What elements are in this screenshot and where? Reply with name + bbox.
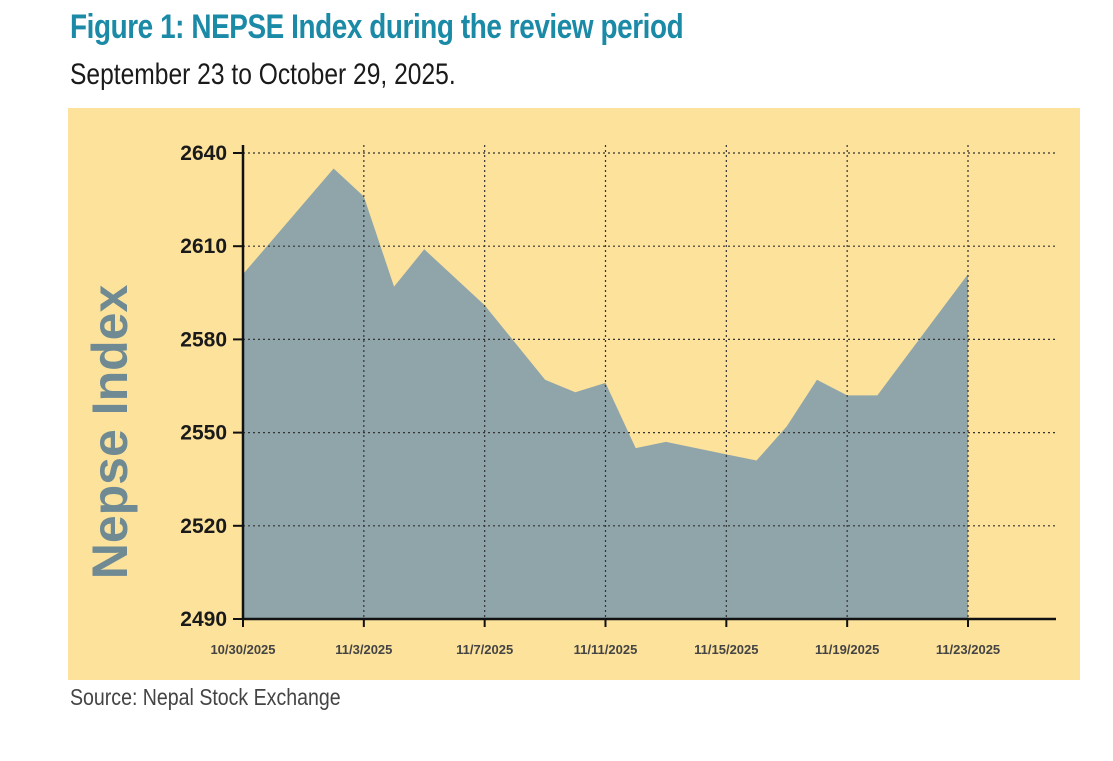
y-tick-label: 2550 [180, 422, 227, 445]
y-tick-label: 2580 [180, 328, 227, 351]
figure-title: Figure 1: NEPSE Index during the review … [70, 8, 684, 46]
figure-subtitle: September 23 to October 29, 2025. [70, 58, 456, 91]
x-tick-label: 11/19/2025 [815, 642, 879, 657]
x-tick-label: 11/23/2025 [936, 642, 1000, 657]
y-tick-label: 2640 [180, 142, 227, 165]
y-tick-label: 2520 [180, 515, 227, 538]
x-tick-label: 10/30/2025 [210, 642, 275, 657]
y-axis-label: Nepse Index [82, 285, 138, 580]
nepse-area-chart: 2490 2520 2550 2580 2610 2640 10/30/2025 11/3/2… [68, 108, 1080, 680]
series-area-nepse-index [243, 168, 968, 619]
x-tick-label: 11/11/2025 [574, 642, 638, 657]
y-tick-label: 2490 [180, 608, 227, 631]
chart-panel: 2490 2520 2550 2580 2610 2640 10/30/2025 11/3/2… [68, 108, 1080, 680]
x-tick-label: 11/15/2025 [694, 642, 758, 657]
x-tick-label: 11/3/2025 [335, 642, 392, 657]
y-tick-label: 2610 [180, 235, 227, 258]
x-tick-label: 11/7/2025 [456, 642, 513, 657]
source-note: Source: Nepal Stock Exchange [70, 684, 341, 710]
